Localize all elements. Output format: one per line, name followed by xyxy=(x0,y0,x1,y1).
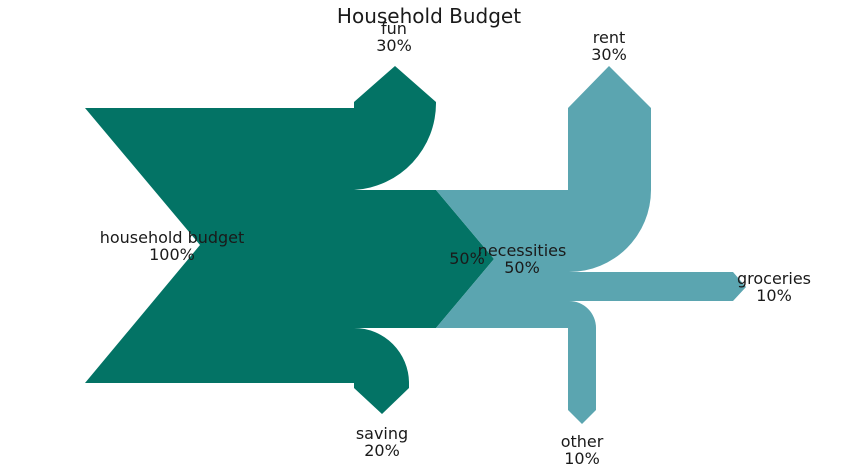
budget-diagram xyxy=(85,66,494,414)
label-outflow-value: 50% xyxy=(449,249,485,268)
label-budget-value: 100% xyxy=(149,245,195,264)
label-necessities-value: 50% xyxy=(504,258,540,277)
label-rent-name: rent xyxy=(593,28,625,47)
label-rent-value: 30% xyxy=(591,45,627,64)
label-necessities-name: necessities xyxy=(478,241,567,260)
label-groceries-name: groceries xyxy=(737,269,811,288)
label-budget-name: household budget xyxy=(100,228,245,247)
label-other-name: other xyxy=(561,432,604,451)
label-groceries-value: 10% xyxy=(756,286,792,305)
budget-flow-shape xyxy=(85,66,494,414)
label-other-value: 10% xyxy=(564,449,600,468)
label-fun-name: fun xyxy=(381,19,407,38)
necessities-flow-shape xyxy=(436,66,746,424)
necessities-diagram xyxy=(436,66,746,424)
label-saving-name: saving xyxy=(356,424,408,443)
chart-title: Household Budget xyxy=(337,4,521,28)
label-saving-value: 20% xyxy=(364,441,400,460)
label-fun-value: 30% xyxy=(376,36,412,55)
